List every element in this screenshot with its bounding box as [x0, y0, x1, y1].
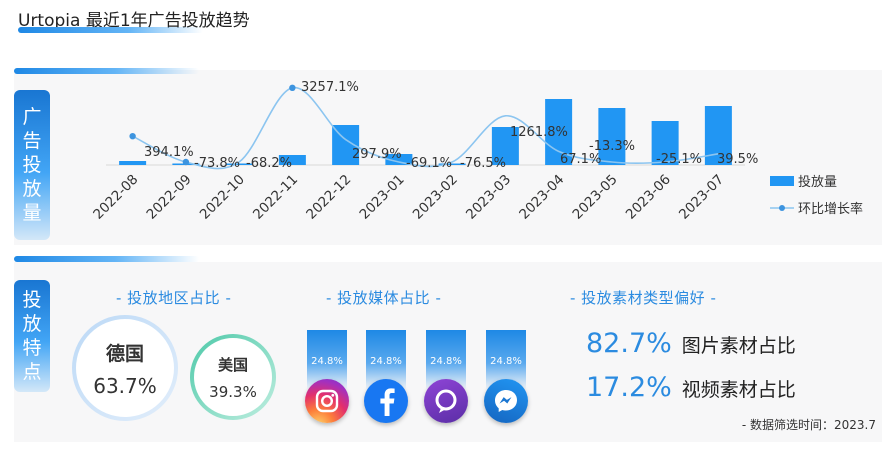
rate-data-label: -76.5%: [460, 156, 506, 171]
bar-2022-11: [278, 155, 306, 165]
rate-data-label: 39.5%: [717, 152, 758, 167]
bar-2023-03: [491, 127, 519, 165]
x-tick-label: 2022-08: [90, 172, 141, 223]
material-title: - 投放素材类型偏好 -: [570, 289, 717, 307]
media-item-messenger: 24.8%: [484, 330, 528, 423]
rate-data-label: -73.8%: [194, 156, 240, 171]
rate-data-label: 67.1%: [560, 152, 601, 167]
region-pct: 63.7%: [93, 373, 157, 398]
filter-date-note: - 数据筛选时间：2023.7: [741, 418, 876, 432]
region-usa: 美国 39.3%: [190, 334, 276, 420]
x-tick-label: 2022-10: [197, 172, 248, 223]
region-title: - 投放地区占比 -: [116, 289, 232, 307]
bar-2023-05: [598, 108, 626, 165]
rate-data-label: 297.9%: [352, 147, 402, 162]
rate-data-label: 1261.8%: [510, 125, 568, 140]
side-char: 量: [22, 202, 42, 224]
region-name: 美国: [217, 355, 248, 374]
media-pct: 24.8%: [490, 356, 522, 367]
material-video-row: 17.2% 视频素材占比: [586, 372, 796, 403]
side-char: 点: [22, 361, 42, 383]
material-image-row: 82.7% 图片素材占比: [586, 328, 796, 359]
region-pct: 39.3%: [209, 382, 257, 401]
rate-point: [182, 158, 190, 166]
legend-line-label: 环比增长率: [798, 201, 863, 217]
bar-2022-08: [119, 161, 147, 165]
rate-point: [129, 132, 136, 140]
bar-2022-10: [225, 163, 253, 165]
rate-data-label: -68.2%: [246, 156, 292, 171]
side-char: 投: [22, 289, 42, 311]
side-char: 投: [22, 154, 42, 176]
trend-panel: [14, 70, 882, 245]
growth-rate-line: [132, 86, 719, 170]
legend-bar-label: 投放量: [798, 174, 837, 190]
rate-data-label: -13.3%: [589, 139, 635, 154]
facebook-icon: [364, 379, 408, 423]
bar-2023-06: [651, 121, 679, 165]
bar-2023-01: [385, 154, 413, 165]
side-char: 放: [22, 313, 42, 335]
legend-line-marker: [779, 205, 785, 211]
media-pct: 24.8%: [311, 356, 343, 367]
rate-point: [289, 84, 296, 92]
media-item-facebook: 24.8%: [364, 330, 408, 423]
x-tick-label: 2023-01: [357, 172, 408, 223]
region-name: 德国: [105, 342, 144, 365]
rate-data-label: 3257.1%: [301, 80, 359, 95]
x-tick-label: 2022-11: [250, 172, 301, 223]
material-pct: 17.2%: [586, 372, 672, 403]
trend-side-label: 广 告 投 放 量: [14, 90, 50, 240]
x-tick-label: 2023-07: [676, 172, 727, 223]
rate-data-label: 394.1%: [144, 145, 194, 160]
side-char: 特: [22, 337, 42, 359]
side-char: 广: [22, 106, 42, 128]
media-item-threads: 24.8%: [424, 330, 468, 423]
rate-data-label: -69.1%: [406, 156, 452, 171]
ad-trend-chart: 394.1%-73.8% -68.2% 3257.1% 297.9% -69.1% -76…: [90, 80, 863, 223]
x-tick-label: 2023-02: [410, 172, 461, 223]
x-tick-label: 2023-03: [463, 172, 514, 223]
messenger-icon: [484, 379, 528, 423]
side-char: 告: [22, 130, 42, 152]
rate-data-label: -25.1%: [656, 152, 702, 167]
x-tick-label: 2022-12: [303, 172, 354, 223]
instagram-icon: [305, 379, 349, 423]
material-label: 图片素材占比: [681, 335, 796, 357]
page-title: Urtopia 最近1年广告投放趋势: [18, 11, 250, 31]
bar-2023-02: [438, 163, 466, 165]
region-germany: 德国 63.7%: [72, 315, 178, 421]
title-underline: [18, 27, 203, 33]
x-tick-label: 2023-04: [516, 172, 567, 223]
media-pct: 24.8%: [370, 356, 402, 367]
media-title: - 投放媒体占比 -: [326, 289, 442, 307]
x-tick-label: 2022-09: [144, 172, 195, 223]
trend-panel-accent: [14, 68, 199, 74]
legend-bar-swatch: [770, 176, 794, 186]
media-pct: 24.8%: [430, 356, 462, 367]
media-item-instagram: 24.8%: [305, 330, 349, 423]
x-tick-label: 2023-05: [570, 172, 621, 223]
material-label: 视频素材占比: [681, 379, 796, 401]
material-pct: 82.7%: [586, 328, 672, 359]
features-side-label: 投 放 特 点: [14, 280, 50, 392]
side-char: 放: [22, 178, 42, 200]
x-tick-label: 2023-06: [623, 172, 674, 223]
features-panel-accent: [14, 256, 199, 262]
chat-bubble-icon: [424, 379, 468, 423]
